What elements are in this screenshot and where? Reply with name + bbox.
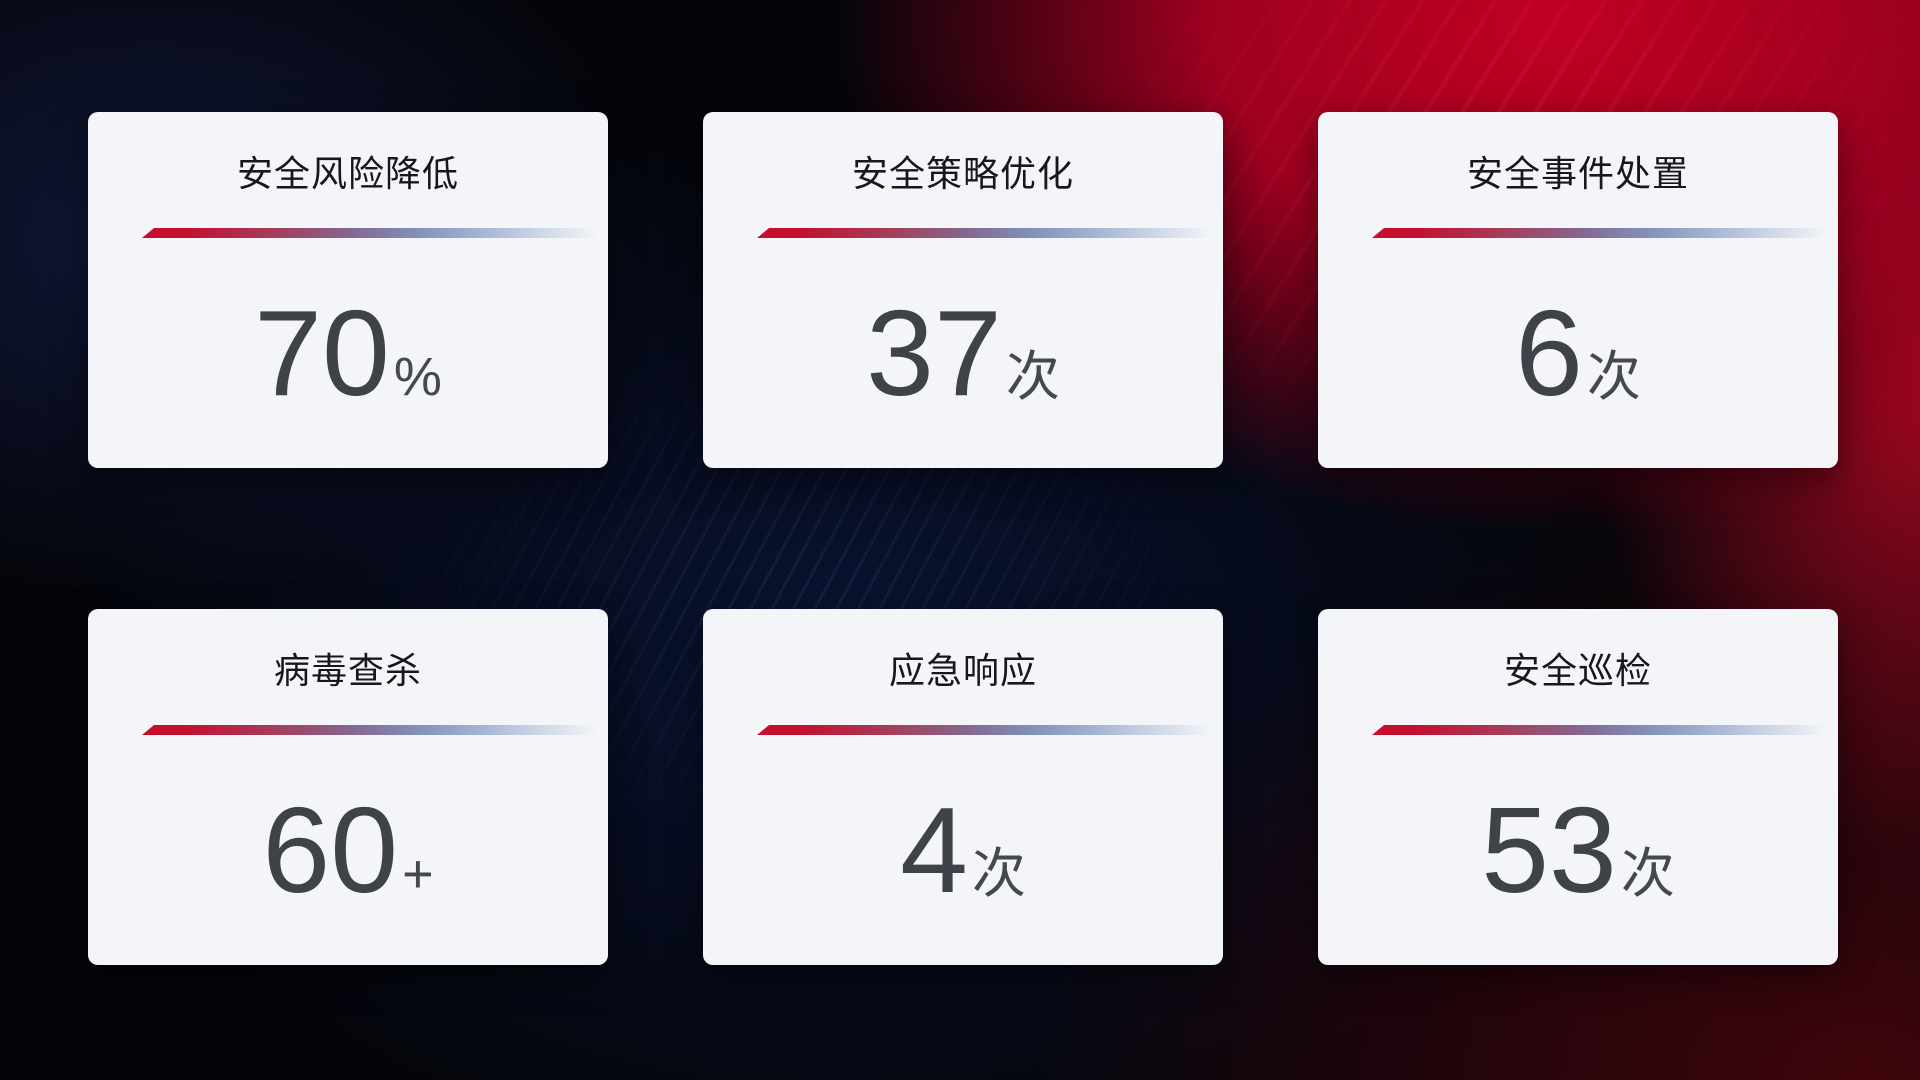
stat-unit: % (393, 347, 442, 407)
card-title: 安全巡检 (1503, 650, 1652, 691)
stat-unit: 次 (1620, 844, 1675, 904)
stat-value: 4 (900, 782, 968, 918)
value-area: 53 次 (1318, 735, 1838, 965)
gradient-divider (142, 725, 598, 735)
stat-value: 6 (1515, 285, 1583, 421)
stat-card-emergency-response: 应急响应 4 次 (703, 609, 1223, 965)
stat-value-group: 4 次 (900, 789, 1026, 911)
gradient-divider (757, 228, 1213, 238)
value-area: 4 次 (703, 735, 1223, 965)
stat-card-security-inspection: 安全巡检 53 次 (1318, 609, 1838, 965)
gradient-divider (757, 725, 1213, 735)
stat-card-virus-scan: 病毒查杀 60 + (88, 609, 608, 965)
card-title: 病毒查杀 (273, 650, 422, 691)
value-area: 37 次 (703, 238, 1223, 468)
value-area: 70 % (88, 238, 608, 468)
card-title: 安全策略优化 (851, 153, 1074, 194)
stat-value-group: 6 次 (1515, 292, 1641, 414)
stat-value-group: 70 % (254, 292, 442, 414)
stat-value-group: 37 次 (866, 292, 1060, 414)
gradient-divider (1372, 228, 1828, 238)
stat-value: 60 (262, 782, 399, 918)
stat-value: 37 (866, 285, 1002, 421)
gradient-divider (1372, 725, 1828, 735)
value-area: 60 + (88, 735, 608, 965)
value-area: 6 次 (1318, 238, 1838, 468)
card-title: 安全风险降低 (236, 153, 459, 194)
stat-card-risk-reduction: 安全风险降低 70 % (88, 112, 608, 468)
stat-unit: 次 (1586, 347, 1641, 407)
card-title: 安全事件处置 (1466, 153, 1689, 194)
stat-card-incident-handling: 安全事件处置 6 次 (1318, 112, 1838, 468)
stat-unit: 次 (971, 844, 1026, 904)
stat-value: 53 (1481, 782, 1617, 918)
stat-value: 70 (254, 285, 390, 421)
stat-card-grid: 安全风险降低 70 % 安全策略优化 37 次 安全事件处置 (88, 112, 1838, 965)
stat-value-group: 53 次 (1481, 789, 1675, 911)
gradient-divider (142, 228, 598, 238)
stat-card-policy-optimization: 安全策略优化 37 次 (703, 112, 1223, 468)
stat-unit: 次 (1005, 347, 1060, 407)
stat-value-group: 60 + (262, 789, 433, 911)
card-title: 应急响应 (888, 650, 1037, 691)
stat-unit: + (402, 844, 434, 904)
